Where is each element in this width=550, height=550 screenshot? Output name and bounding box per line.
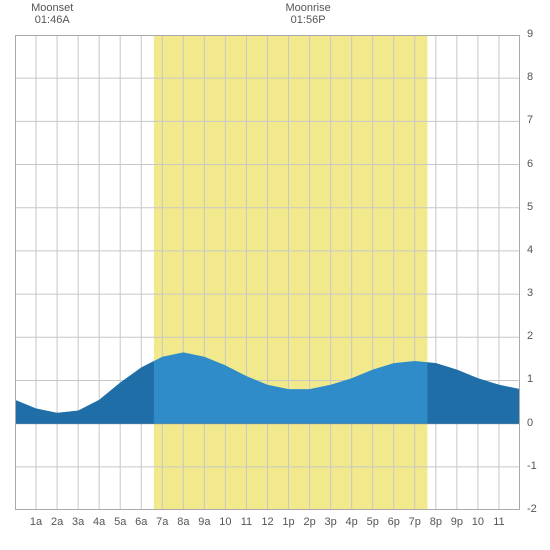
x-tick: 5a [114, 516, 126, 528]
moonset-title: Moonset [31, 2, 73, 14]
x-tick: 5p [367, 516, 379, 528]
x-tick: 2p [303, 516, 315, 528]
x-tick: 4a [93, 516, 105, 528]
x-tick: 1p [282, 516, 294, 528]
x-tick: 6p [388, 516, 400, 528]
x-tick: 2a [51, 516, 63, 528]
x-tick: 10 [472, 516, 484, 528]
x-tick: 3p [325, 516, 337, 528]
moonset-label: Moonset 01:46A [22, 2, 82, 26]
x-tick: 7p [409, 516, 421, 528]
moonrise-title: Moonrise [285, 2, 330, 14]
moonrise-label: Moonrise 01:56P [278, 2, 338, 26]
x-tick: 9p [451, 516, 463, 528]
moonset-time: 01:46A [22, 14, 82, 26]
x-tick: 7a [156, 516, 168, 528]
x-tick: 4p [346, 516, 358, 528]
x-tick: 12 [261, 516, 273, 528]
x-tick: 6a [135, 516, 147, 528]
x-tick: 11 [493, 516, 504, 528]
tide-chart: Moonset 01:46A Moonrise 01:56P -2-101234… [0, 0, 550, 550]
moonrise-time: 01:56P [278, 14, 338, 26]
plot-area [15, 35, 520, 510]
x-tick: 11 [241, 516, 252, 528]
x-tick: 1a [30, 516, 42, 528]
x-tick: 9a [198, 516, 210, 528]
header-labels: Moonset 01:46A Moonrise 01:56P [0, 2, 550, 32]
x-tick: 10 [219, 516, 231, 528]
x-tick: 8a [177, 516, 189, 528]
x-tick: 8p [430, 516, 442, 528]
x-tick: 3a [72, 516, 84, 528]
